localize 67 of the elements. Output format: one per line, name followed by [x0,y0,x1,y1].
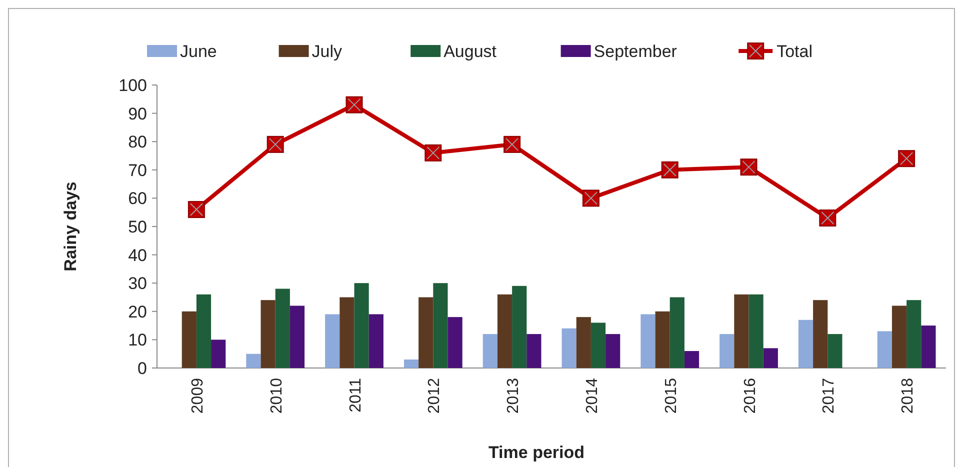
bar [763,348,778,368]
x-tick-label: 2015 [662,378,680,414]
y-tick-label: 20 [128,302,147,322]
y-tick-label: 100 [118,76,147,95]
bar [448,317,462,368]
bar [482,334,498,368]
legend-label: June [180,42,217,61]
y-tick-label: 50 [128,217,147,236]
bar [828,334,842,368]
x-tick-label: 2013 [505,378,522,414]
y-tick-label: 0 [138,358,147,378]
bar [734,294,749,368]
bar [684,351,700,368]
x-axis-title: Time period [488,443,585,462]
x-tick-label: 2011 [347,378,364,412]
bar [813,300,828,368]
x-tick-label: 2009 [189,378,206,414]
point [819,210,836,227]
x-tick-label: 2016 [742,378,759,414]
bar [576,317,591,368]
bar [211,340,226,368]
x-tick-label: 2017 [820,378,838,414]
bar [290,306,305,368]
bar [748,294,764,368]
bar [275,288,290,368]
bar [433,283,448,368]
y-tick-label: 10 [128,330,147,350]
legend-label: September [594,42,678,61]
bar [354,283,369,368]
bar [655,311,670,368]
y-axis-title: Rainy days [61,182,80,272]
legend-label: August [444,42,497,61]
y-tick-label: 40 [128,246,147,265]
bar [340,297,354,368]
y-tick-label: 80 [128,132,147,152]
y-tick-label: 60 [128,189,147,208]
bar [368,314,384,368]
bar [892,306,907,368]
legend-label: Total [776,42,813,61]
bar [590,322,606,368]
bar [877,331,892,368]
bar [246,354,261,368]
x-tick-label: 2010 [268,378,286,414]
bar [921,326,936,368]
legend-label: July [312,42,343,61]
y-tick-label: 30 [128,274,147,294]
x-tick-label: 2018 [900,378,917,414]
bar [720,334,734,368]
y-tick-label: 90 [128,104,147,124]
bar [497,294,512,368]
bar [606,334,620,368]
bar [798,320,814,368]
x-tick-label: 2014 [584,378,601,414]
bar [404,360,419,368]
bar [512,286,527,368]
bar [182,311,196,368]
bar [325,314,340,368]
x-tick-label: 2012 [426,378,444,414]
bar [562,328,576,368]
y-tick-label: 70 [128,160,147,180]
bar [526,334,542,368]
bar [196,294,212,368]
bar [418,297,434,368]
bar [260,300,276,368]
bar [640,314,656,368]
bar [906,300,922,368]
bar [670,297,684,368]
